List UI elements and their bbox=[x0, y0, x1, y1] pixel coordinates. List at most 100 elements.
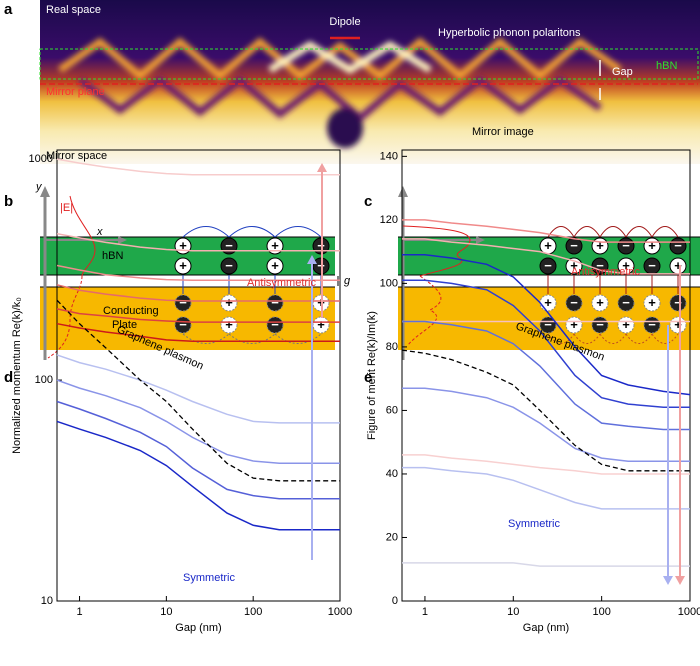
label: hBN bbox=[656, 60, 677, 72]
charge bbox=[565, 294, 583, 312]
annotation: Symmetric bbox=[508, 518, 560, 530]
coupling-arc bbox=[228, 226, 276, 238]
y-tick-label: 0 bbox=[392, 595, 398, 607]
arrowhead bbox=[663, 576, 673, 585]
series-line bbox=[56, 379, 340, 465]
field-profile bbox=[402, 225, 471, 277]
label: Conducting bbox=[103, 305, 159, 317]
series-line bbox=[56, 232, 340, 252]
panel-letter: a bbox=[4, 1, 13, 18]
arrowhead bbox=[317, 163, 327, 172]
charge-sign: + bbox=[622, 258, 630, 273]
charge-sign: − bbox=[674, 238, 682, 253]
charge-sign: + bbox=[271, 258, 279, 273]
charge-sign: + bbox=[179, 258, 187, 273]
series-line bbox=[402, 279, 690, 409]
series-line bbox=[401, 349, 690, 472]
charge bbox=[591, 257, 609, 275]
coupling-arc bbox=[625, 226, 653, 238]
charge bbox=[220, 294, 238, 312]
arrowhead bbox=[118, 236, 127, 244]
label: y bbox=[35, 181, 43, 193]
y-tick-label: 20 bbox=[386, 531, 398, 543]
y-tick-label: 40 bbox=[386, 468, 398, 480]
charge-sign: − bbox=[225, 258, 233, 273]
y-tick-label: 60 bbox=[386, 404, 398, 416]
charge-sign: + bbox=[317, 317, 325, 332]
charge-sign: − bbox=[596, 258, 604, 273]
coupling-arc bbox=[625, 333, 653, 344]
coupling-arc bbox=[599, 333, 627, 344]
series-line bbox=[402, 238, 690, 275]
x-tick-label: 1000 bbox=[328, 606, 352, 618]
charge-sign: − bbox=[544, 317, 552, 332]
x-axis-label: Gap (nm) bbox=[175, 622, 221, 634]
x-tick-label: 1 bbox=[422, 606, 428, 618]
charge-sign: + bbox=[179, 238, 187, 253]
charge bbox=[539, 257, 557, 275]
y-axis-label: Figure of merit Re(k)/Im(k) bbox=[366, 311, 378, 440]
y-tick-label: 140 bbox=[380, 150, 398, 162]
charge-sign: + bbox=[648, 295, 656, 310]
charge-sign: − bbox=[271, 295, 279, 310]
series-line bbox=[402, 387, 690, 463]
coupling-arc bbox=[651, 226, 679, 238]
charge-sign: − bbox=[179, 317, 187, 332]
charge bbox=[617, 294, 635, 312]
arrowhead bbox=[476, 236, 485, 244]
series-line bbox=[402, 320, 690, 431]
panel-letter: e bbox=[364, 369, 372, 386]
plot-frame bbox=[401, 149, 691, 602]
arrowhead bbox=[675, 576, 685, 585]
charge-sign: + bbox=[622, 317, 630, 332]
label: hBN bbox=[102, 250, 123, 262]
charge bbox=[669, 294, 687, 312]
y-axis-label: Normalized momentum Re(k)/k₀ bbox=[11, 297, 23, 454]
label: Dipole bbox=[329, 16, 360, 28]
coupling-arc bbox=[274, 226, 322, 238]
charge bbox=[266, 294, 284, 312]
charge-sign: + bbox=[225, 317, 233, 332]
series-line bbox=[402, 219, 690, 243]
series-line bbox=[56, 308, 340, 323]
panel-letter: c bbox=[364, 193, 372, 210]
coupling-arc bbox=[228, 333, 276, 344]
coupling-arc bbox=[182, 333, 230, 344]
charge bbox=[174, 257, 192, 275]
x-tick-label: 10 bbox=[507, 606, 519, 618]
coupling-arc bbox=[547, 333, 575, 344]
charge-sign: + bbox=[544, 238, 552, 253]
charge-sign: − bbox=[271, 317, 279, 332]
label: Mirror plane bbox=[46, 86, 105, 98]
y-tick-label: 120 bbox=[380, 214, 398, 226]
charge-sign: − bbox=[648, 317, 656, 332]
panel-a: a Real space Dipole Hyperbolic phonon po… bbox=[4, 0, 700, 164]
coupling-arc bbox=[182, 226, 230, 238]
series-line bbox=[402, 454, 690, 475]
field-map bbox=[40, 0, 700, 164]
charge-sign: + bbox=[570, 317, 578, 332]
y-tick-label: 100 bbox=[380, 277, 398, 289]
y-tick-label: 80 bbox=[386, 341, 398, 353]
label: g bbox=[344, 275, 351, 287]
series-line bbox=[402, 254, 691, 396]
label: Mirror image bbox=[472, 126, 534, 138]
charge-sign: − bbox=[570, 238, 578, 253]
charge-sign: + bbox=[648, 238, 656, 253]
x-tick-label: 100 bbox=[244, 606, 262, 618]
series-line bbox=[402, 562, 690, 567]
charge-sign: − bbox=[596, 317, 604, 332]
series-line bbox=[56, 400, 340, 500]
field-profile bbox=[69, 195, 96, 277]
charge-sign: − bbox=[622, 238, 630, 253]
field-profile bbox=[407, 275, 442, 346]
charge-sign: − bbox=[570, 295, 578, 310]
series-line bbox=[56, 420, 340, 531]
series-line bbox=[56, 299, 340, 482]
charge-sign: + bbox=[596, 295, 604, 310]
polariton-rays bbox=[57, 37, 623, 148]
charge-sign: + bbox=[544, 295, 552, 310]
field-profile bbox=[47, 275, 83, 359]
charge bbox=[266, 257, 284, 275]
